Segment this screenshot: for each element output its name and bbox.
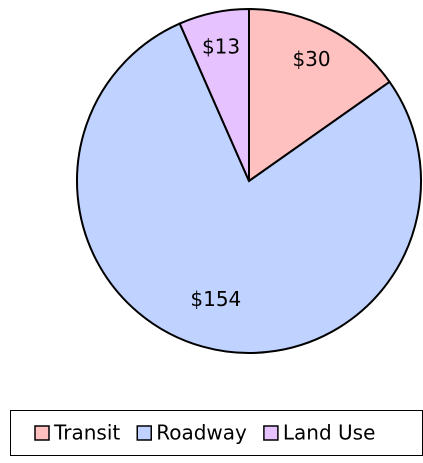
legend-swatch [263,425,279,441]
legend-swatch [136,425,152,441]
legend-box [10,410,423,456]
data-label: $154 [190,287,241,311]
legend-label: Land Use [283,421,376,445]
pie-slice [178,7,250,182]
data-label: $30 [292,47,330,71]
legend-label: Transit [53,421,120,445]
legend-label: Roadway [156,421,247,445]
legend-swatch [34,425,50,441]
pie-slice [248,7,391,183]
data-label: $13 [202,35,240,59]
pie-slice [76,22,422,354]
